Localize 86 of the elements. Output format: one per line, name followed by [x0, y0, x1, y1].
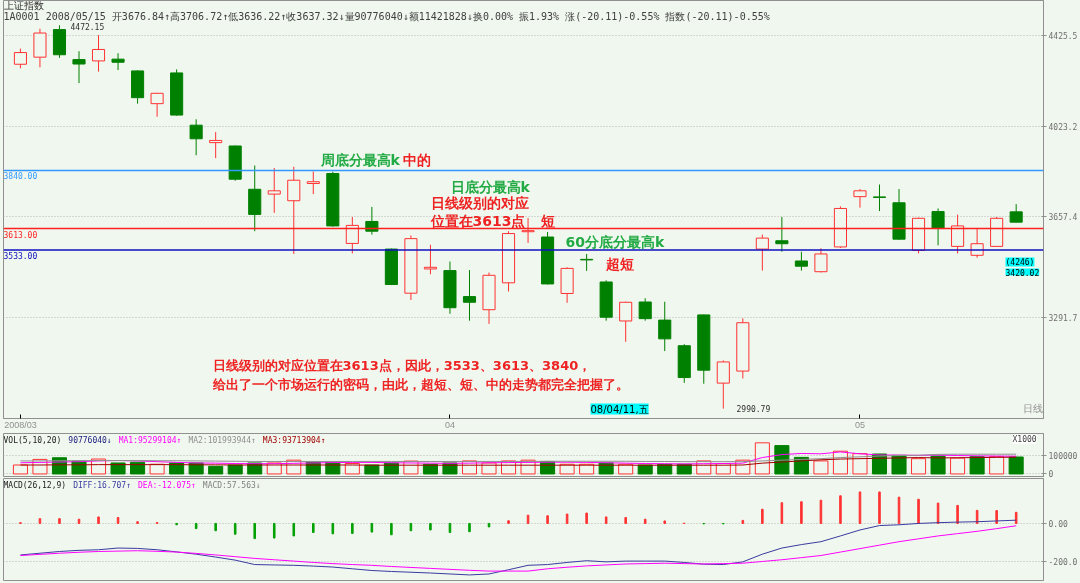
- y-tick-label: -200.0: [1048, 558, 1078, 568]
- annotation: 短: [539, 212, 555, 229]
- annotation: 日线级别的对应位置在3613点，因此，3533、3613、3840，: [212, 357, 592, 373]
- x-tick-label: 2008/03: [4, 419, 37, 430]
- text: MA3:93713904↑: [262, 435, 326, 445]
- candlestick: [872, 183, 887, 212]
- annotation: MACD:57.563↓: [202, 480, 261, 490]
- text: MA1:95299104↑: [118, 435, 182, 445]
- bar: [422, 463, 438, 475]
- bar: [930, 455, 946, 475]
- annotation: 90776040↓: [68, 435, 112, 445]
- candlestick: [794, 251, 808, 272]
- annotation: 周底分最高k: [319, 151, 401, 168]
- candlestick: [111, 52, 125, 71]
- annotation: (4246): [1005, 257, 1035, 267]
- y-tick-label: 3657.4: [1048, 213, 1078, 223]
- candlestick: [931, 207, 945, 246]
- candlestick: [189, 118, 203, 156]
- text: MA2:101993944↑: [188, 435, 256, 445]
- candlestick: [814, 247, 828, 274]
- bar: [383, 462, 399, 475]
- bar: [169, 462, 185, 475]
- bar: [950, 457, 966, 475]
- candlestick: [91, 34, 106, 73]
- chart-title: 上证指数: [3, 0, 44, 11]
- text: DEA:-12.075↑: [138, 480, 196, 490]
- annotation: X1000: [1012, 434, 1037, 444]
- y-tick-label: 3291.7: [1048, 313, 1078, 323]
- annotation: 08/04/11,五: [590, 403, 649, 415]
- candlestick: [755, 234, 769, 272]
- annotation: 60分底分最高k: [565, 233, 665, 250]
- ref-line-label: 3840.00: [3, 172, 38, 182]
- bar: [1008, 456, 1024, 475]
- bar: [989, 456, 1005, 475]
- candlestick: [775, 216, 789, 253]
- y-tick-label: 0.00: [1048, 519, 1068, 529]
- candlestick: [267, 167, 281, 214]
- text: DIFF:16.707↑: [73, 480, 131, 490]
- candlestick: [951, 214, 965, 254]
- candlestick: [72, 50, 86, 84]
- bar: [208, 465, 224, 475]
- candlestick: [716, 359, 730, 410]
- bar: [813, 460, 829, 475]
- x-tick-label: 04: [444, 419, 455, 430]
- annotation: 超短: [604, 255, 634, 272]
- bar: [618, 463, 634, 475]
- ref-line-label: 3613.00: [3, 230, 38, 240]
- y-tick-label: 100000: [1048, 451, 1078, 461]
- line-series: [19, 525, 1017, 572]
- x-tick-label: 05: [854, 419, 865, 430]
- annotation: 2990.79: [736, 404, 771, 414]
- annotation: 日线级别的对应: [430, 194, 529, 211]
- annotation: 位置在3613点: [429, 212, 526, 229]
- annotation: 中的: [402, 151, 431, 168]
- line-series: [19, 519, 1017, 576]
- annotation: 3420.02: [1005, 268, 1040, 278]
- candlestick: [423, 244, 437, 275]
- text: 1A0001 2008/05/15 开3676.84↑高3706.72↑低3636.22↑收3637.32↓量90776040↓额11421828↓换0.00% 振1.93% 涨(-20.11)-0.55% 指数(-20.11)-0.55%: [3, 10, 770, 22]
- candlestick: [345, 216, 359, 254]
- annotation: 日线: [1022, 402, 1043, 414]
- bar: [130, 461, 146, 475]
- chart-title: VOL(5,10,20): [3, 435, 62, 445]
- candlestick: [365, 206, 379, 236]
- candlestick: [209, 131, 223, 159]
- bar: [911, 458, 927, 475]
- chart-title: MACD(26,12,9): [3, 480, 67, 490]
- candlestick: [1009, 203, 1023, 223]
- bar: [12, 464, 28, 475]
- candlestick: [853, 188, 867, 209]
- candlestick: [306, 170, 320, 195]
- candlestick: [462, 269, 477, 322]
- y-tick-label: 4425.5: [1048, 31, 1078, 41]
- bar: [149, 463, 165, 475]
- annotation: 4472.15: [70, 22, 105, 32]
- candlestick: [638, 297, 652, 322]
- y-tick-label: 4023.2: [1048, 122, 1078, 132]
- candlestick: [13, 48, 27, 69]
- annotation: 给出了一个市场运行的密码，由此，超短、短、中的走势都完全把握了。: [211, 376, 629, 392]
- y-tick-label: 0: [1048, 470, 1054, 480]
- candlestick: [619, 301, 633, 343]
- candlestick: [287, 166, 301, 255]
- candlestick: [658, 301, 672, 352]
- bar: [110, 462, 126, 475]
- annotation: 日底分最高k: [450, 178, 531, 195]
- ref-line-label: 3533.00: [3, 251, 38, 261]
- bar: [969, 456, 985, 475]
